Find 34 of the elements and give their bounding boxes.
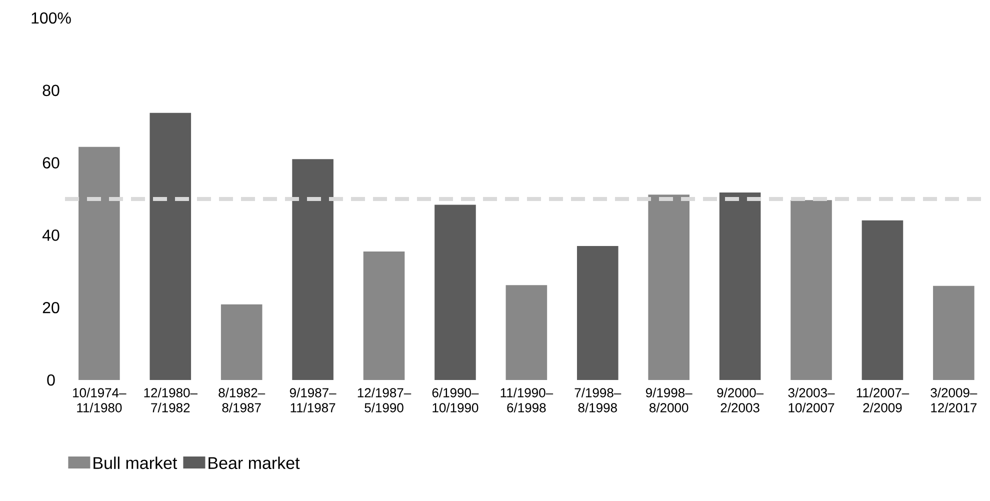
bar — [220, 304, 262, 380]
bar — [719, 192, 761, 380]
y-tick-label: 0 — [47, 374, 55, 386]
legend-label: Bull market — [94, 456, 178, 470]
y-tick-label: 20 — [42, 302, 60, 314]
x-tick-label: 3/2009–12/2017 — [930, 388, 978, 412]
bar — [790, 200, 832, 380]
x-tick-label: 11/2007–2/2009 — [856, 388, 910, 412]
x-tick-label: 9/1987–11/1987 — [290, 388, 336, 412]
x-tick-label: 12/1987–5/1990 — [358, 388, 412, 412]
y-tick-label: 40 — [42, 230, 60, 241]
bar — [506, 285, 548, 380]
bar — [292, 159, 334, 380]
x-tick-label: 6/1990–10/1990 — [432, 388, 479, 412]
bar — [150, 112, 192, 380]
bar — [78, 146, 120, 380]
x-tick-label: 10/1974–11/1980 — [73, 388, 126, 412]
y-tick-label: 60 — [42, 157, 60, 168]
x-tick-label: 12/1980–7/1982 — [144, 388, 198, 412]
bar — [933, 286, 974, 380]
x-tick-label: 7/1998–8/1998 — [574, 388, 622, 412]
y-tick-label: 80 — [42, 84, 60, 96]
bar — [862, 220, 904, 380]
x-tick-label: 3/2003–10/2007 — [788, 388, 835, 412]
x-tick-label: 8/1982–8/1987 — [218, 388, 266, 412]
bar — [434, 204, 476, 380]
y-tick-label: 100% — [32, 12, 71, 24]
legend-label: Bear market — [208, 456, 300, 470]
x-tick-label: 9/1998–8/2000 — [646, 388, 692, 412]
x-tick-label: 9/2000–2/2003 — [717, 388, 764, 412]
bar — [648, 194, 690, 380]
bar — [576, 246, 618, 380]
x-tick-label: 11/1990–6/1998 — [500, 388, 554, 412]
bar — [363, 251, 405, 380]
